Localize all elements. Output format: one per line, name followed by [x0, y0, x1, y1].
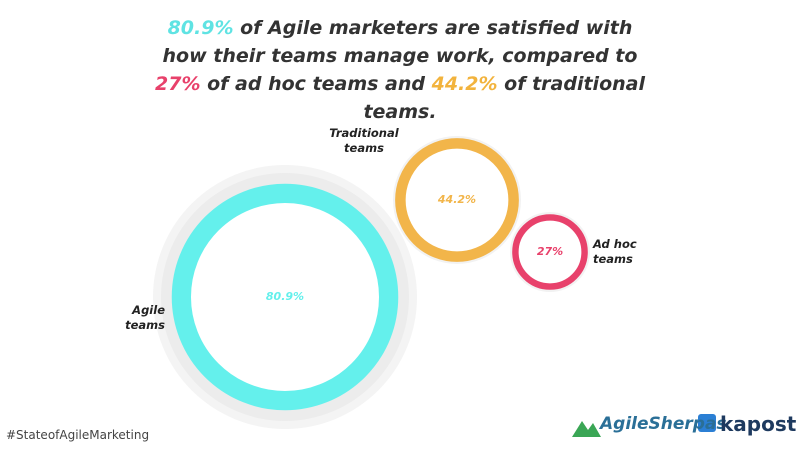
bubble	[171, 183, 399, 411]
title-segment: of Agile marketers are satisfied with ho…	[162, 17, 638, 67]
bubble	[395, 138, 519, 262]
category-label: Ad hoc teams	[593, 237, 637, 266]
title: 80.9% of Agile marketers are satisfied w…	[150, 14, 650, 126]
bubble	[512, 214, 588, 290]
logo: kapost	[720, 412, 797, 436]
value-label: 44.2%	[437, 193, 477, 206]
category-label: Traditional teams	[329, 126, 399, 155]
title-segment: 80.9%	[167, 17, 234, 39]
value-label: 80.9%	[265, 290, 305, 303]
value-label: 27%	[536, 245, 564, 258]
kapost-icon	[698, 414, 716, 432]
title-segment: 44.2%	[431, 73, 498, 95]
category-label: Agile teams	[125, 303, 165, 332]
title-segment: of ad hoc teams and	[200, 73, 432, 95]
logo: AgileSherpas	[600, 414, 727, 434]
agilesherpas-icon	[572, 421, 601, 437]
title-segment: 27%	[155, 73, 201, 95]
title-segment: of traditional teams.	[363, 73, 645, 123]
hashtag: #StateofAgileMarketing	[6, 428, 150, 442]
